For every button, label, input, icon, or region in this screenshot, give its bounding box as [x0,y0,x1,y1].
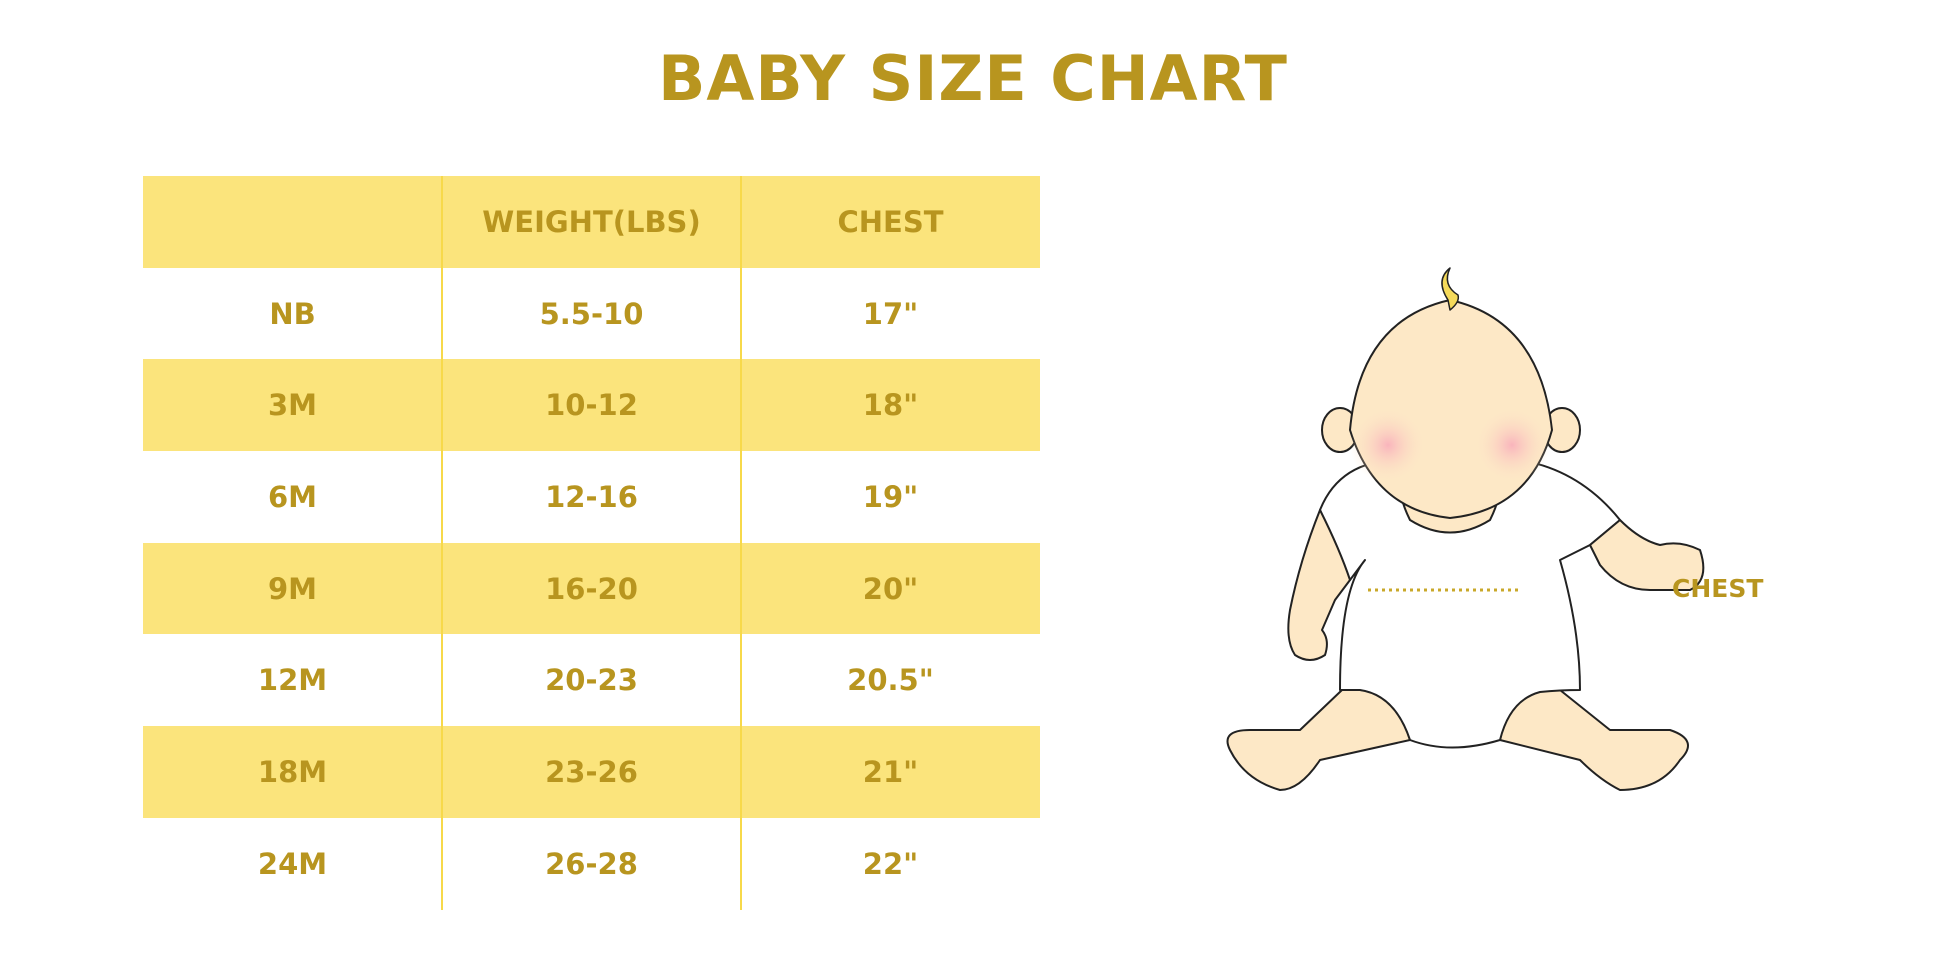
table-row: 12M 20-23 20.5" [143,634,1040,726]
cell-size: 12M [257,663,328,698]
cell-weight: 20-23 [545,663,638,698]
cell-chest: 22" [862,846,919,881]
table-row: NB 5.5-10 17" [143,268,1040,360]
cell-weight: 5.5-10 [539,296,644,331]
column-divider [441,176,443,910]
cell-chest: 18" [862,388,919,423]
header-weight: WEIGHT(LBS) [482,204,701,239]
cell-size: 6M [267,479,318,514]
cell-weight: 10-12 [545,388,638,423]
cell-size: 24M [257,846,328,881]
cell-size: 18M [257,754,328,789]
cell-weight: 23-26 [545,754,638,789]
cell-chest: 21" [862,754,919,789]
page-title: BABY SIZE CHART [658,42,1288,115]
table-row: 18M 23-26 21" [143,726,1040,818]
table-row: 24M 26-28 22" [143,818,1040,910]
size-table: WEIGHT(LBS) CHEST NB 5.5-10 17" 3M 10-12 18" 6… [143,176,1040,910]
chest-label: CHEST [1672,574,1764,603]
cell-size: 9M [267,571,318,606]
cell-weight: 16-20 [545,571,638,606]
table-row: 9M 16-20 20" [143,542,1040,635]
cell-weight: 12-16 [545,479,638,514]
header-chest: CHEST [837,204,944,239]
cell-chest: 17" [862,296,919,331]
cell-size: NB [269,296,316,331]
cell-chest: 19" [862,479,919,514]
baby-illustration-icon [1226,267,1705,791]
cell-weight: 26-28 [545,846,638,881]
table-row: 3M 10-12 18" [143,359,1040,452]
cell-size: 3M [267,388,318,423]
cell-chest: 20.5" [847,663,934,698]
cell-chest: 20" [862,571,919,606]
column-divider [740,176,742,910]
table-header-row: WEIGHT(LBS) CHEST [143,176,1040,268]
table-row: 6M 12-16 19" [143,451,1040,543]
